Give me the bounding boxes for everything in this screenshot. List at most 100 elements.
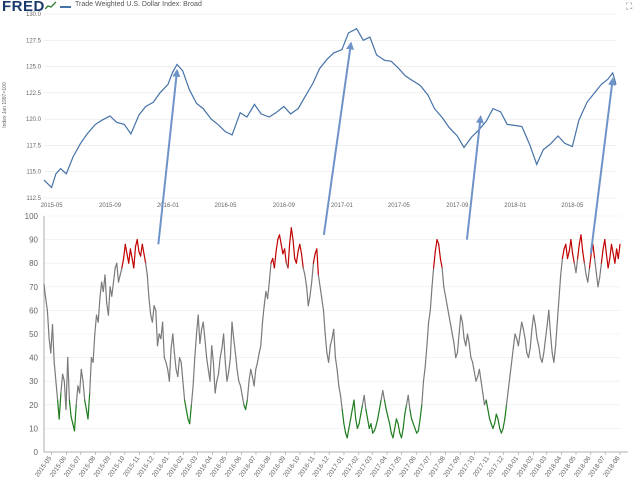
indicator-line-segment <box>234 352 238 370</box>
indicator-line-segment <box>412 423 416 429</box>
indicator-line-segment <box>609 243 613 260</box>
indicator-line-segment <box>610 243 614 255</box>
indicator-line-segment <box>104 274 108 304</box>
indicator-line-segment <box>565 243 569 260</box>
indicator-line-segment <box>317 274 321 288</box>
indicator-line-segment <box>336 368 340 387</box>
indicator-line-segment <box>587 267 591 283</box>
indicator-line-segment <box>512 333 516 349</box>
indicator-line-segment <box>580 234 584 252</box>
top-y-tick-label: 127.5 <box>26 38 42 44</box>
indicator-line-segment <box>162 321 165 359</box>
indicator-line-segment <box>97 298 101 323</box>
indicator-line-segment <box>236 368 240 382</box>
top-y-tick-label: 130.0 <box>26 12 42 18</box>
indicator-line-segment <box>605 253 609 269</box>
indicator-line-segment <box>70 416 74 425</box>
indicator-line-segment <box>140 243 143 257</box>
indicator-line-segment <box>522 328 526 340</box>
indicator-line-segment <box>385 408 389 418</box>
indicator-line-segment <box>394 418 397 429</box>
indicator-line-segment <box>199 328 203 344</box>
indicator-line-segment <box>356 423 360 429</box>
indicator-line-segment <box>458 314 462 335</box>
indicator-line-segment <box>404 404 408 415</box>
indicator-line-segment <box>228 357 231 373</box>
indicator-line-segment <box>163 357 167 363</box>
indicator-line-segment <box>443 286 447 297</box>
indicator-line-segment <box>343 423 347 434</box>
indicator-line-segment <box>334 357 338 370</box>
indicator-line-segment <box>367 418 370 429</box>
indicator-line-segment <box>309 281 313 297</box>
bottom-y-tick-label: 20 <box>29 401 38 410</box>
indicator-line-segment <box>78 368 82 394</box>
indicator-line-segment <box>450 324 453 335</box>
indicator-line-segment <box>141 243 145 255</box>
indicator-line-segment <box>426 321 430 347</box>
indicator-line-segment <box>556 298 560 323</box>
indicator-line-segment <box>514 333 518 340</box>
indicator-line-segment <box>341 408 345 425</box>
indicator-line-segment <box>475 375 479 382</box>
fred-logo[interactable]: FRED <box>2 0 45 15</box>
indicator-line-segment <box>219 347 223 359</box>
indicator-line-segment <box>290 227 294 241</box>
bottom-y-tick-label: 90 <box>29 236 38 245</box>
top-x-tick-label: 2016-05 <box>214 203 237 209</box>
top-y-tick-label: 117.5 <box>26 143 41 149</box>
indicator-line-segment <box>355 418 358 429</box>
indicator-line-segment <box>153 305 157 311</box>
indicator-line-segment <box>509 361 513 378</box>
indicator-line-segment <box>468 342 472 359</box>
indicator-line-segment <box>360 404 364 415</box>
indicator-line-segment <box>424 345 428 368</box>
indicator-line-segment <box>494 413 497 425</box>
indicator-line-segment <box>473 371 477 382</box>
indicator-line-segment <box>485 399 489 411</box>
indicator-line-segment <box>224 361 228 382</box>
indicator-line-segment <box>321 298 325 311</box>
indicator-line-segment <box>45 298 49 311</box>
indicator-line-segment <box>146 274 150 300</box>
indicator-line-segment <box>80 368 84 382</box>
indicator-line-segment <box>560 257 564 276</box>
indicator-line-segment <box>451 333 455 344</box>
top-y-tick-label: 112.5 <box>26 196 41 202</box>
indicator-line-segment <box>400 427 404 439</box>
indicator-line-segment <box>504 404 508 420</box>
indicator-line-segment <box>255 361 259 370</box>
indicator-line-segment <box>316 248 319 276</box>
indicator-line-segment <box>238 380 242 387</box>
chart-header: FRED Trade Weighted U.S. Dollar Index: B… <box>0 0 640 15</box>
indicator-line-segment <box>444 295 448 307</box>
indicator-line-segment <box>190 385 194 406</box>
indicator-line-segment <box>604 239 608 255</box>
indicator-line-segment <box>322 309 326 335</box>
indicator-line-segment <box>84 399 88 411</box>
indicator-line-segment <box>541 352 545 363</box>
indicator-line-segment <box>307 295 311 307</box>
indicator-line-segment <box>99 281 103 300</box>
indicator-line-segment <box>145 262 148 276</box>
indicator-line-segment <box>168 347 172 382</box>
indicator-line-segment <box>480 380 484 394</box>
indicator-line-segment <box>43 283 47 300</box>
indicator-line-segment <box>250 368 253 378</box>
indicator-line-segment <box>407 394 411 411</box>
top-x-tick-label: 2016-01 <box>157 203 180 209</box>
indicator-line-segment <box>280 243 284 255</box>
indicator-line-segment <box>333 328 336 359</box>
indicator-line-segment <box>306 286 309 307</box>
indicator-line-segment <box>177 357 181 378</box>
indicator-line-segment <box>92 333 96 363</box>
bottom-y-tick-label: 50 <box>29 330 38 339</box>
expand-icon[interactable]: ⛶ <box>626 1 633 11</box>
indicator-line-segment <box>287 243 291 269</box>
indicator-line-segment <box>495 413 499 420</box>
indicator-line-segment <box>299 243 303 255</box>
indicator-line-segment <box>55 380 59 401</box>
indicator-line-segment <box>419 404 423 420</box>
indicator-line-segment <box>73 404 77 432</box>
bottom-y-tick-label: 70 <box>29 283 38 292</box>
